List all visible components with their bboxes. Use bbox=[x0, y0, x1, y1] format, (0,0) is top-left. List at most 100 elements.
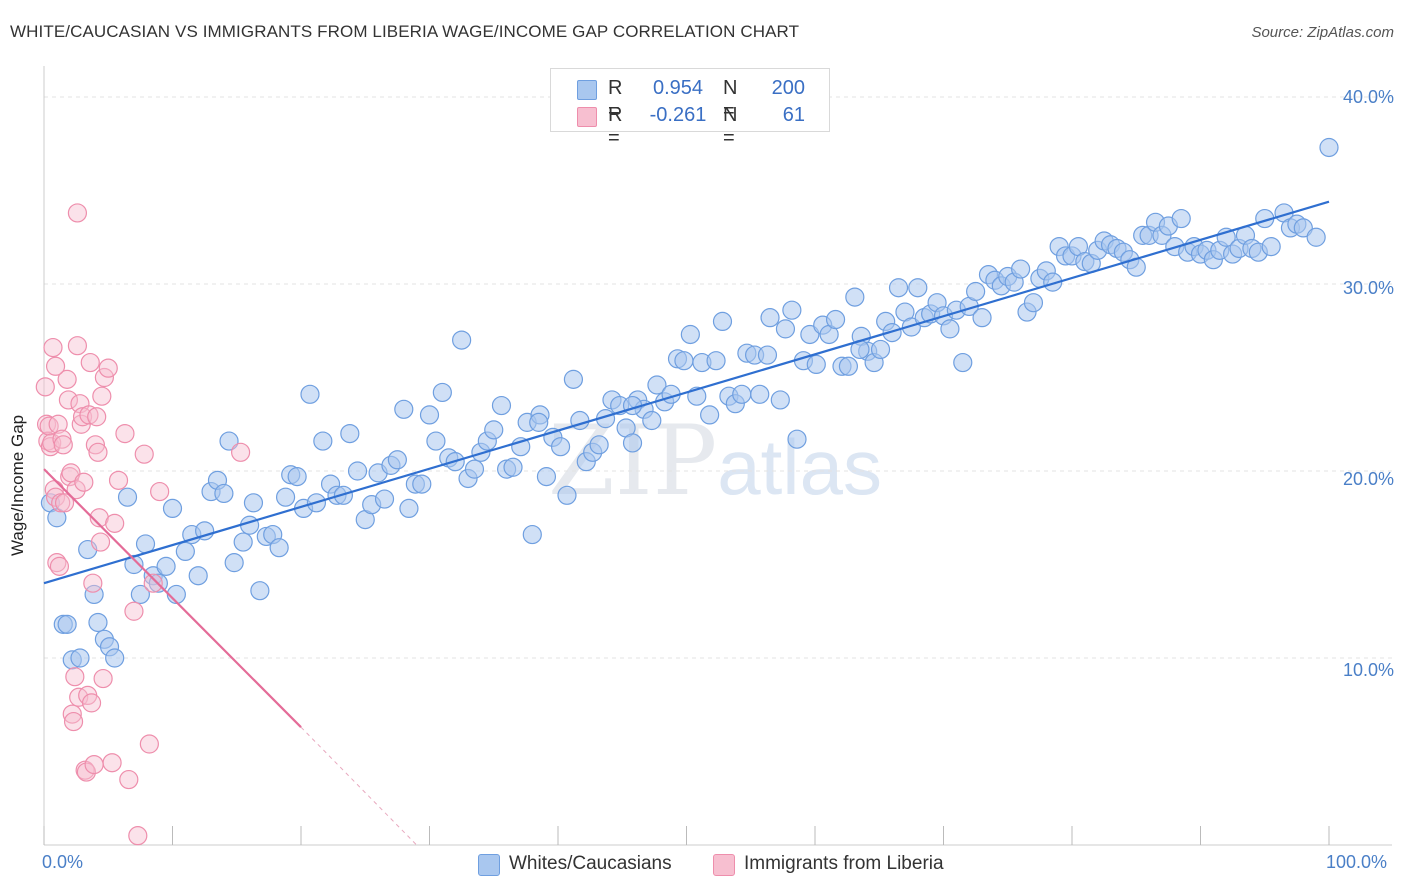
legend-swatch-whites bbox=[577, 80, 597, 100]
point-whites bbox=[484, 420, 504, 440]
x-tick-100: 100.0% bbox=[1326, 852, 1388, 872]
point-whites bbox=[750, 384, 770, 404]
bottom-legend-swatch-liberia bbox=[713, 854, 735, 876]
legend-n-value: 200 bbox=[771, 77, 805, 99]
point-whites bbox=[195, 521, 215, 541]
point-liberia bbox=[63, 711, 84, 732]
point-liberia bbox=[105, 513, 125, 533]
point-liberia bbox=[45, 487, 66, 507]
point-liberia bbox=[79, 405, 99, 425]
point-liberia bbox=[62, 704, 82, 724]
point-whites bbox=[88, 612, 108, 633]
point-whites bbox=[845, 287, 865, 307]
legend-n-value: 61 bbox=[782, 104, 805, 126]
point-whites bbox=[888, 278, 909, 298]
point-whites bbox=[275, 487, 296, 507]
point-whites bbox=[219, 431, 239, 451]
y-tick-20: 20.0% bbox=[1342, 469, 1394, 489]
point-whites bbox=[394, 399, 414, 419]
point-whites bbox=[432, 382, 452, 403]
point-liberia bbox=[231, 442, 251, 462]
point-liberia bbox=[67, 203, 88, 223]
y-tick-10: 10.0% bbox=[1342, 660, 1394, 680]
point-liberia bbox=[108, 470, 129, 490]
bottom-legend-label-liberia: Immigrants from Liberia bbox=[744, 853, 944, 874]
point-whites bbox=[1010, 259, 1031, 279]
point-whites bbox=[70, 648, 90, 668]
point-whites bbox=[412, 474, 432, 494]
bottom-legend-label-whites: Whites/Caucasians bbox=[509, 853, 672, 874]
point-whites bbox=[419, 405, 440, 425]
point-liberia bbox=[80, 352, 100, 373]
chart-title: WHITE/CAUCASIAN VS IMMIGRANTS FROM LIBER… bbox=[10, 22, 800, 41]
legend-n-label: N = bbox=[723, 77, 738, 122]
point-liberia bbox=[87, 407, 107, 427]
point-whites bbox=[175, 541, 195, 562]
point-liberia bbox=[115, 424, 135, 444]
point-whites bbox=[647, 375, 667, 395]
point-whites bbox=[452, 330, 472, 350]
point-liberia bbox=[81, 693, 102, 713]
point-liberia bbox=[58, 390, 79, 410]
point-liberia bbox=[94, 367, 114, 388]
point-whites bbox=[782, 300, 802, 320]
legend-r-value: -0.261 bbox=[649, 104, 707, 126]
point-whites bbox=[563, 369, 584, 389]
point-liberia bbox=[98, 358, 118, 378]
point-liberia bbox=[150, 481, 170, 502]
point-whites bbox=[589, 435, 609, 455]
point-whites bbox=[243, 493, 264, 513]
point-whites bbox=[870, 339, 891, 360]
point-whites bbox=[1293, 218, 1313, 238]
trendline-liberia-extension bbox=[300, 726, 418, 846]
x-tick-0: 0.0% bbox=[42, 852, 84, 872]
y-tick-30: 30.0% bbox=[1342, 278, 1394, 298]
point-whites bbox=[340, 424, 360, 444]
point-whites bbox=[374, 489, 395, 509]
point-liberia bbox=[102, 753, 122, 773]
source-label: Source: ZipAtlas.com bbox=[1251, 24, 1394, 41]
point-liberia bbox=[66, 480, 86, 500]
point-liberia bbox=[45, 356, 66, 376]
point-whites bbox=[224, 553, 244, 573]
trendline-liberia bbox=[43, 468, 302, 728]
point-whites bbox=[1023, 293, 1044, 313]
point-whites bbox=[680, 324, 700, 345]
point-whites bbox=[347, 461, 368, 481]
point-whites bbox=[117, 487, 138, 507]
point-whites bbox=[214, 483, 234, 504]
point-whites bbox=[972, 308, 992, 328]
point-whites bbox=[105, 648, 125, 668]
point-whites bbox=[1171, 208, 1191, 229]
point-whites bbox=[313, 431, 333, 451]
point-liberia bbox=[76, 762, 97, 782]
point-liberia bbox=[90, 532, 111, 552]
point-whites bbox=[901, 317, 921, 337]
point-whites bbox=[706, 351, 726, 371]
point-whites bbox=[162, 498, 183, 518]
point-whites bbox=[503, 457, 523, 477]
point-whites bbox=[399, 498, 419, 518]
point-liberia bbox=[84, 754, 104, 775]
point-liberia bbox=[124, 601, 144, 621]
point-liberia bbox=[134, 444, 154, 464]
point-liberia bbox=[65, 667, 85, 687]
point-liberia bbox=[139, 734, 159, 754]
point-whites bbox=[966, 281, 986, 302]
point-whites bbox=[775, 319, 796, 339]
point-whites bbox=[188, 566, 208, 586]
point-whites bbox=[674, 351, 694, 371]
point-whites bbox=[760, 308, 780, 328]
trendline-whites bbox=[43, 200, 1330, 585]
point-liberia bbox=[143, 573, 163, 593]
point-whites bbox=[233, 532, 253, 552]
point-liberia bbox=[43, 337, 63, 358]
point-whites bbox=[806, 354, 826, 375]
point-whites bbox=[1319, 137, 1339, 158]
legend-r-value: 0.954 bbox=[652, 77, 704, 99]
point-whites bbox=[700, 405, 720, 425]
point-whites bbox=[536, 467, 557, 487]
point-liberia bbox=[85, 435, 106, 455]
point-liberia bbox=[83, 573, 103, 593]
point-liberia bbox=[92, 386, 112, 406]
